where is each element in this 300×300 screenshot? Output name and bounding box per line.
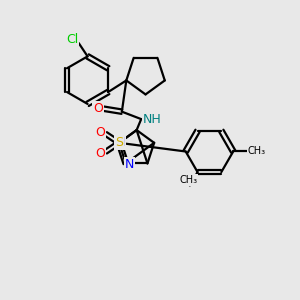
Text: N: N [125, 158, 134, 170]
Text: Cl: Cl [66, 33, 78, 46]
Text: O: O [95, 147, 105, 160]
Text: S: S [115, 136, 123, 149]
Text: CH₃: CH₃ [179, 175, 197, 185]
Text: CH₃: CH₃ [248, 146, 266, 157]
Text: N: N [116, 136, 125, 149]
Text: O: O [95, 126, 105, 139]
Text: NH: NH [143, 113, 162, 127]
Text: O: O [93, 102, 103, 115]
